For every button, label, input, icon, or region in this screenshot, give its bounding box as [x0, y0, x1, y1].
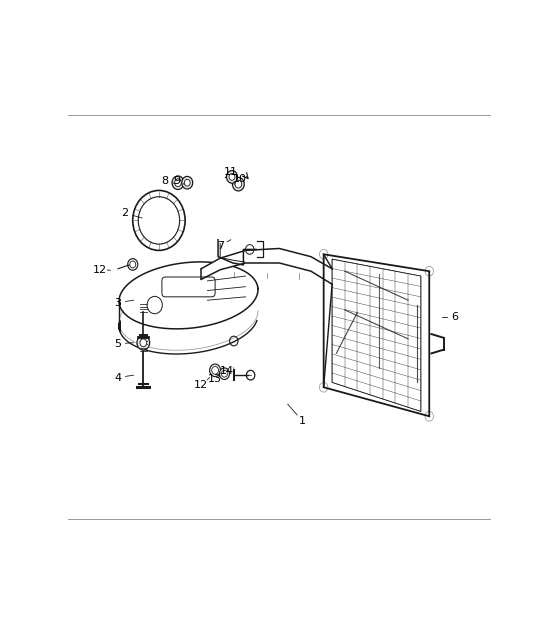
Circle shape: [229, 173, 235, 180]
Circle shape: [174, 179, 181, 187]
Text: 14: 14: [220, 366, 234, 376]
Text: 8: 8: [162, 176, 169, 186]
Circle shape: [140, 339, 147, 347]
Circle shape: [211, 367, 219, 374]
Text: 12: 12: [194, 380, 208, 390]
Circle shape: [232, 177, 244, 191]
Circle shape: [137, 335, 150, 350]
Text: 9: 9: [173, 176, 180, 186]
FancyBboxPatch shape: [162, 277, 215, 297]
Text: 7: 7: [216, 241, 224, 251]
Text: 3: 3: [114, 298, 122, 308]
Polygon shape: [324, 254, 429, 416]
Circle shape: [210, 364, 221, 377]
Circle shape: [219, 368, 229, 379]
Text: 6: 6: [451, 312, 458, 322]
Text: 5: 5: [114, 338, 122, 349]
Text: 2: 2: [122, 208, 129, 218]
Circle shape: [184, 180, 190, 186]
Circle shape: [128, 259, 138, 270]
Polygon shape: [119, 262, 258, 329]
Text: 10: 10: [233, 174, 247, 184]
Circle shape: [221, 371, 227, 377]
Circle shape: [130, 261, 136, 268]
Text: 1: 1: [299, 416, 306, 426]
Circle shape: [172, 176, 184, 190]
Text: 4: 4: [114, 372, 122, 382]
Circle shape: [227, 171, 238, 183]
Polygon shape: [201, 249, 332, 284]
Text: 13: 13: [208, 374, 222, 384]
Circle shape: [235, 180, 242, 188]
Text: 12: 12: [93, 265, 107, 275]
Circle shape: [181, 176, 193, 189]
Text: 11: 11: [224, 167, 238, 177]
